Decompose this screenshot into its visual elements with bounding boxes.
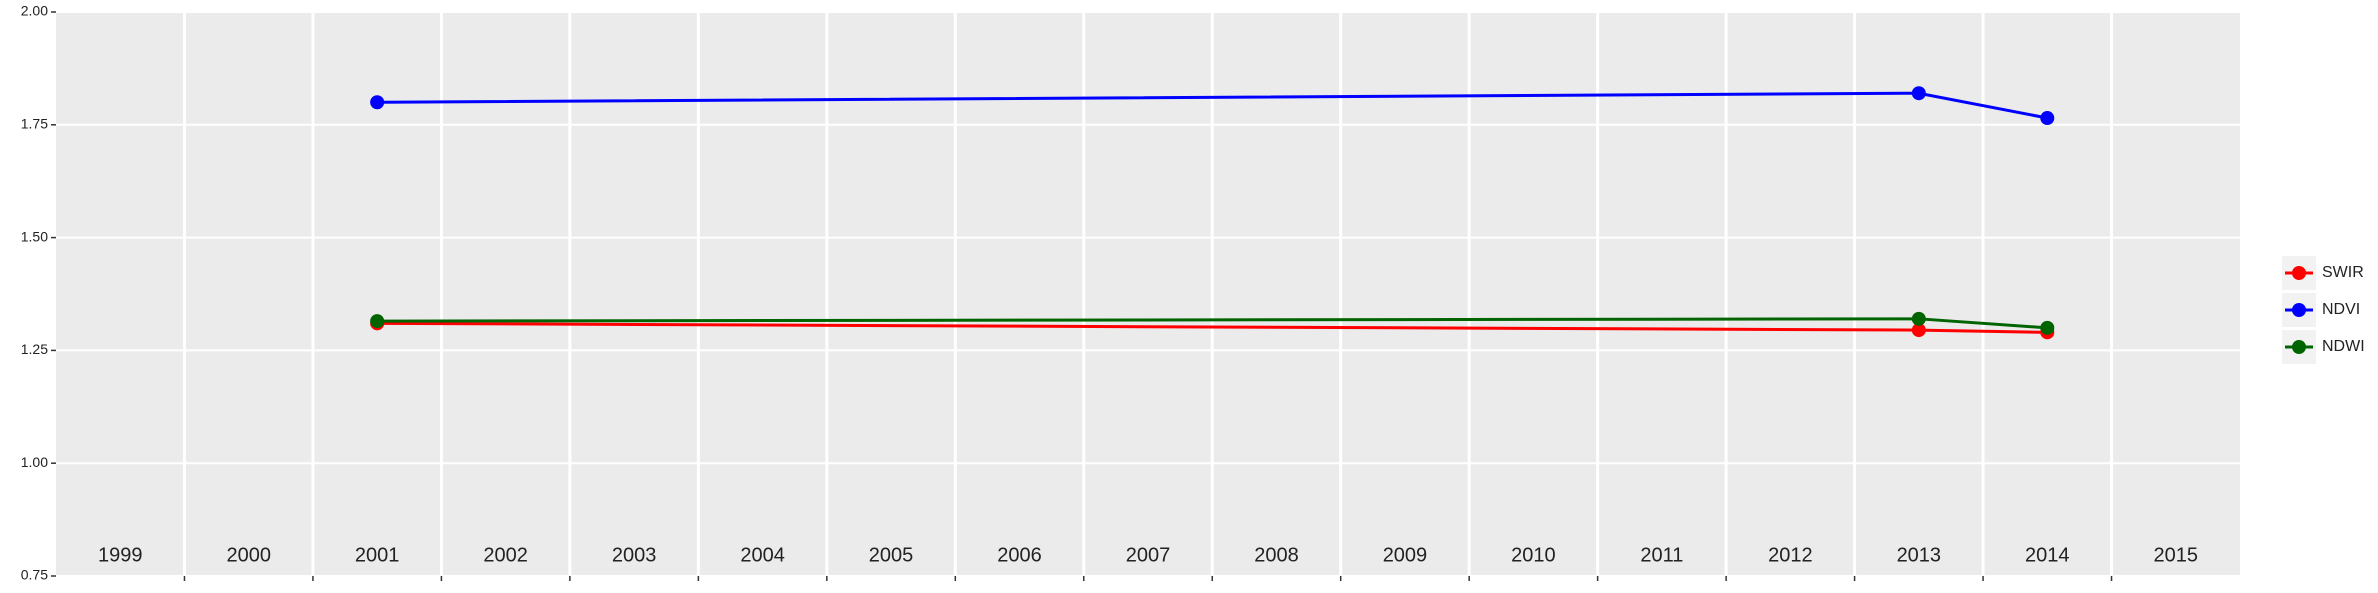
legend-marker bbox=[2292, 303, 2306, 317]
y-tick-label: 2.00 bbox=[21, 3, 48, 19]
x-tick-label: 2015 bbox=[2154, 544, 2199, 566]
x-tick-label: 2006 bbox=[997, 544, 1042, 566]
x-tick-label: 2002 bbox=[483, 544, 528, 566]
x-tick-label: 2003 bbox=[612, 544, 657, 566]
x-tick-label: 2007 bbox=[1126, 544, 1171, 566]
data-point bbox=[370, 314, 385, 329]
data-point bbox=[1911, 311, 1926, 326]
plot-panel bbox=[56, 12, 2240, 576]
x-tick-label: 2009 bbox=[1383, 544, 1428, 566]
x-tick-label: 2000 bbox=[226, 544, 271, 566]
y-tick-label: 0.75 bbox=[21, 567, 48, 583]
x-tick-label: 2011 bbox=[1640, 544, 1683, 566]
legend-label: SWIR bbox=[2322, 264, 2364, 281]
data-point bbox=[1911, 323, 1926, 338]
x-tick-label: 2012 bbox=[1768, 544, 1813, 566]
x-tick-label: 2008 bbox=[1254, 544, 1299, 566]
legend-label: NDVI bbox=[2322, 301, 2360, 318]
y-tick-label: 1.25 bbox=[21, 341, 48, 357]
data-point bbox=[1911, 86, 1926, 101]
x-tick-label: 2005 bbox=[869, 544, 914, 566]
x-tick-label: 2004 bbox=[740, 544, 785, 566]
x-tick-label: 2010 bbox=[1511, 544, 1556, 566]
x-tick-label: 2014 bbox=[2025, 544, 2070, 566]
data-point bbox=[370, 95, 385, 110]
y-tick-label: 1.75 bbox=[21, 116, 48, 132]
data-point bbox=[2040, 320, 2055, 335]
x-tick-label: 2001 bbox=[355, 544, 400, 566]
y-tick-label: 1.50 bbox=[21, 228, 48, 244]
x-tick-label: 1999 bbox=[98, 544, 143, 566]
y-tick-label: 1.00 bbox=[21, 454, 48, 470]
legend-marker bbox=[2292, 340, 2306, 354]
x-tick-label: 2013 bbox=[1897, 544, 1942, 566]
legend-label: NDWI bbox=[2322, 338, 2365, 355]
legend-marker bbox=[2292, 266, 2306, 280]
data-point bbox=[2040, 111, 2055, 126]
